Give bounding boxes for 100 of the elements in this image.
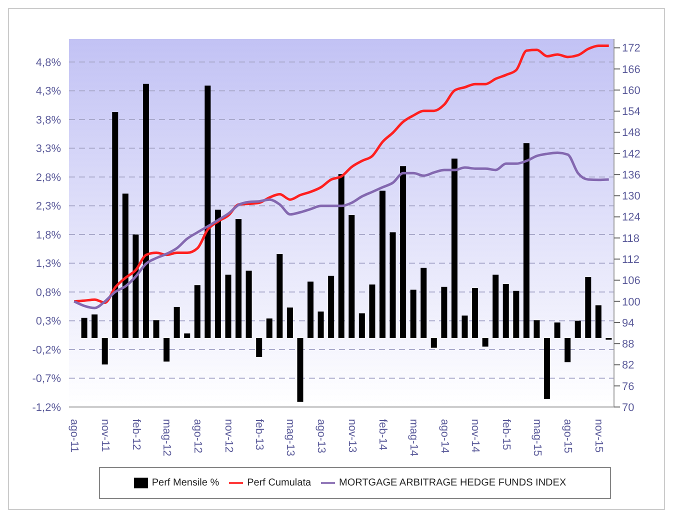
bar — [236, 218, 242, 338]
bar — [472, 288, 478, 338]
y-tick-label: 1,3% — [36, 258, 62, 270]
bar — [410, 290, 416, 338]
bar — [492, 274, 499, 338]
bar — [297, 338, 304, 402]
legend-label: Perf Mensile % — [152, 478, 220, 489]
bar — [451, 158, 458, 338]
x-tick-label: nov-13 — [346, 419, 358, 453]
bar — [102, 338, 108, 364]
x-tick-label: ago-11 — [68, 419, 80, 452]
x-tick-label: ago-14 — [438, 419, 450, 454]
bar — [595, 305, 602, 338]
y-tick-label: 0,8% — [36, 286, 62, 299]
bar — [256, 338, 262, 357]
x-tick-label: nov-12 — [222, 419, 234, 453]
y-tick-label: 3,3% — [36, 143, 62, 156]
bar — [266, 318, 272, 338]
bar — [112, 112, 118, 338]
x-tick-label: ago-13 — [314, 419, 327, 454]
y-tick-label: -1,2% — [32, 402, 62, 414]
y-tick-label: -0,7% — [32, 373, 62, 386]
bar — [564, 338, 571, 362]
x-tick-label: feb-15 — [500, 419, 512, 450]
bar — [225, 274, 232, 338]
x-tick-label: mag-12 — [160, 419, 173, 456]
bar — [400, 166, 406, 338]
bar — [194, 285, 200, 338]
y-tick-label: 4,3% — [36, 86, 62, 98]
x-tick-label: ago-12 — [192, 419, 204, 454]
bar — [184, 333, 190, 338]
bar — [348, 214, 355, 338]
bar — [92, 314, 98, 338]
bar — [142, 84, 149, 338]
x-tick-label: ago-15 — [562, 419, 574, 454]
y2-tick-label: 100 — [622, 296, 640, 308]
y2-tick-label: 112 — [622, 254, 640, 266]
bar — [276, 254, 283, 338]
y2-tick-label: 94 — [622, 317, 634, 330]
bar — [286, 308, 293, 338]
bar — [338, 174, 344, 338]
bar — [318, 312, 324, 338]
bar — [554, 322, 560, 338]
x-tick-label: mag-13 — [284, 419, 296, 456]
bar — [358, 313, 365, 338]
y2-tick-label: 124 — [622, 212, 640, 224]
y2-tick-label: 148 — [622, 127, 640, 140]
bar — [214, 210, 221, 338]
y-tick-label: 3,8% — [36, 114, 62, 126]
bar — [420, 268, 427, 338]
x-tick-label: feb-14 — [376, 419, 389, 450]
y-tick-label: 2,3% — [36, 200, 62, 213]
y2-tick-label: 76 — [622, 380, 634, 393]
y-tick-label: 0,3% — [36, 316, 62, 328]
x-tick-label: mag-14 — [407, 419, 420, 456]
bar — [204, 86, 211, 338]
y2-tick-label: 142 — [622, 148, 640, 160]
x-tick-label: nov-14 — [469, 419, 482, 453]
y-tick-label: 1,8% — [36, 229, 62, 242]
bar — [164, 338, 170, 362]
bar — [544, 338, 550, 399]
bar — [523, 143, 530, 338]
y2-tick-label: 88 — [622, 338, 634, 351]
y2-tick-label: 106 — [622, 275, 640, 288]
bar — [379, 190, 386, 338]
bar — [132, 234, 139, 338]
legend-label: MORTGAGE ARBITRAGE HEDGE FUNDS INDEX — [339, 478, 566, 489]
bar — [122, 194, 128, 338]
bar — [441, 286, 448, 338]
y2-tick-label: 130 — [622, 190, 640, 203]
line-series — [72, 151, 610, 310]
x-tick-label: feb-13 — [253, 419, 266, 450]
y2-tick-label: 118 — [622, 232, 640, 245]
line-series — [72, 44, 610, 304]
y-tick-label: 2,8% — [36, 172, 62, 184]
bar — [308, 282, 314, 338]
bar — [482, 338, 488, 347]
x-tick-label: mag-15 — [530, 419, 543, 456]
y-tick-label: 4,8% — [36, 56, 62, 69]
bar — [81, 318, 88, 338]
y2-tick-label: 154 — [622, 106, 640, 118]
y2-tick-label: 166 — [622, 64, 640, 76]
x-tick-label: nov-11 — [98, 419, 111, 452]
bar — [502, 284, 509, 338]
y2-tick-label: 70 — [622, 402, 634, 414]
bar — [430, 338, 437, 348]
x-tick-label: feb-12 — [130, 419, 142, 450]
bar — [369, 284, 376, 338]
bar — [534, 320, 540, 338]
bar — [574, 320, 581, 338]
y-tick-label: -0,2% — [32, 344, 62, 356]
bar — [462, 316, 468, 338]
bar — [328, 276, 334, 338]
y2-tick-label: 160 — [622, 84, 640, 97]
bar — [246, 270, 252, 338]
bar — [585, 277, 592, 338]
y2-tick-label: 82 — [622, 360, 634, 372]
legend-label: Perf Cumulata — [247, 478, 312, 489]
bar — [153, 320, 160, 338]
x-tick-label: nov-15 — [592, 419, 605, 453]
